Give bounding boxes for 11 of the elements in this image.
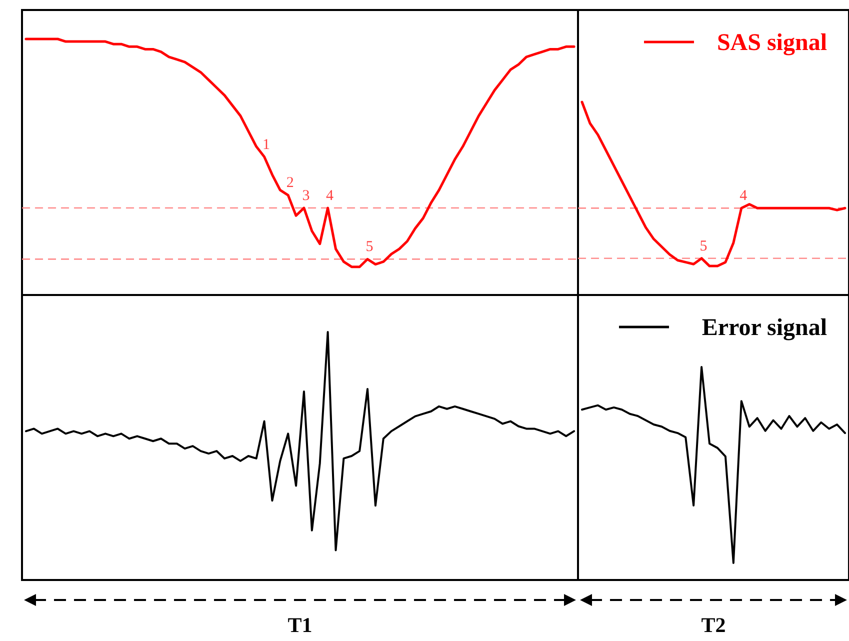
annotation: 2 [286, 175, 294, 192]
text: T1 [288, 613, 312, 637]
legend-label: SAS signal [716, 30, 828, 56]
annotation: 3 [302, 188, 310, 204]
annotation: 5 [366, 239, 374, 256]
annotation: 1 [262, 136, 270, 153]
annotation: 4 [326, 188, 334, 204]
text: T2 [701, 613, 726, 637]
legend-label: Error signal [702, 315, 828, 341]
annotation: 4 [740, 188, 748, 204]
annotation: 5 [700, 238, 708, 254]
